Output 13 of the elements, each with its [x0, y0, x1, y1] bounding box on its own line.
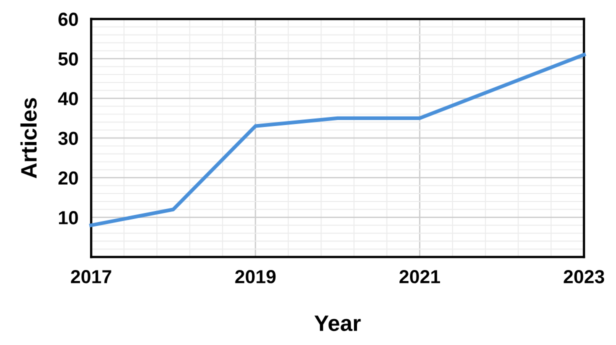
x-tick-label: 2019: [235, 270, 276, 284]
y-tick-label: 10: [58, 211, 78, 224]
x-axis-title: Year: [314, 316, 361, 332]
y-tick-label: 30: [58, 132, 78, 146]
line-series: [89, 52, 586, 228]
y-axis-title: Articles: [20, 98, 37, 178]
y-tick-label: 40: [58, 92, 78, 106]
y-tick-label: 20: [58, 171, 78, 185]
y-tick-label: 60: [58, 12, 78, 26]
x-tick-label: 2023: [564, 270, 604, 284]
x-tick-label: 2021: [400, 270, 440, 284]
x-tick-label: 2017: [70, 270, 112, 284]
y-tick-label: 50: [58, 52, 78, 66]
